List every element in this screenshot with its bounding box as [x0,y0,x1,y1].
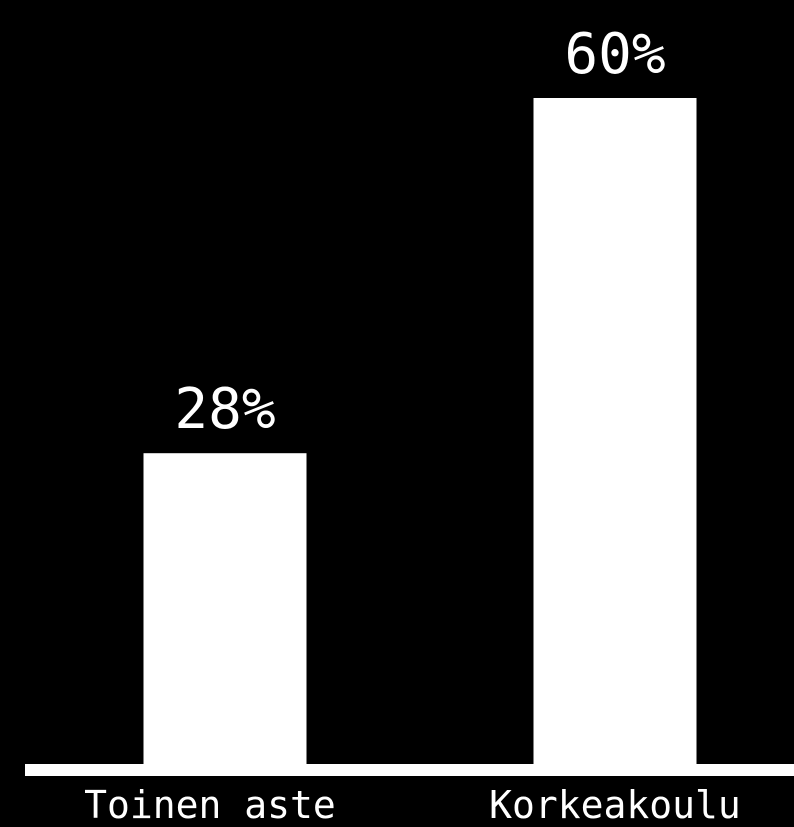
bar-0 [143,453,307,764]
x-axis-line [25,764,794,776]
category-label-1: Korkeakoulu [489,783,741,827]
category-label-0: Toinen aste [84,783,336,827]
bars-group [143,98,697,764]
value-label-0: 28% [174,377,275,442]
bar-1 [533,98,697,764]
value-label-1: 60% [564,22,665,87]
category-labels-group: Toinen aste Korkeakoulu [84,783,741,827]
value-labels-group: 28% 60% [174,22,665,442]
